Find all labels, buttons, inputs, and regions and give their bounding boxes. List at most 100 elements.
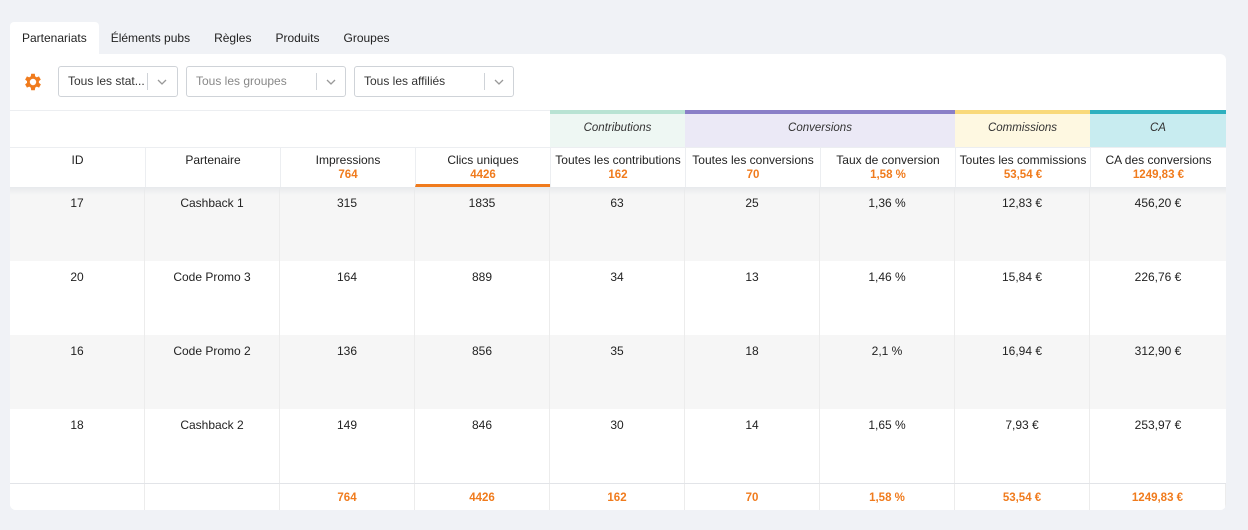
- cell-clics: 889: [415, 261, 550, 335]
- select-divider: [316, 73, 317, 90]
- total-commissions: 53,54 €: [955, 484, 1090, 510]
- gear-icon[interactable]: [22, 71, 44, 93]
- total-taux: 1,58 %: [820, 484, 955, 510]
- column-label: Toutes les contributions: [555, 153, 681, 167]
- cell-clics: 1835: [415, 187, 550, 261]
- column-label: Toutes les commissions: [959, 153, 1087, 167]
- column-label: Toutes les conversions: [692, 153, 814, 167]
- cell-partenaire: Cashback 2: [145, 409, 280, 483]
- cell-commissions: 7,93 €: [955, 409, 1090, 483]
- cell-clics: 846: [415, 409, 550, 483]
- affiliate-filter-value: Tous les affiliés: [364, 74, 446, 88]
- group-label: Contributions: [583, 122, 652, 134]
- group-header-empty: [10, 110, 550, 147]
- tab-regles[interactable]: Règles: [214, 31, 252, 45]
- column-header-clics-uniques[interactable]: Clics uniques 4426: [415, 147, 550, 187]
- column-label: CA des conversions: [1105, 153, 1212, 167]
- table-row[interactable]: 18 Cashback 2 149 846 30 14 1,65 % 7,93 …: [10, 409, 1226, 483]
- column-header-partenaire[interactable]: Partenaire: [145, 147, 280, 187]
- column-header-commissions[interactable]: Toutes les commissions 53,54 €: [955, 147, 1090, 187]
- cell-partenaire: Cashback 1: [145, 187, 280, 261]
- cell-contributions: 63: [550, 187, 685, 261]
- tab-elements-pubs[interactable]: Éléments pubs: [110, 31, 191, 45]
- cell-id: 20: [10, 261, 145, 335]
- column-header-conversions[interactable]: Toutes les conversions 70: [685, 147, 820, 187]
- chevron-down-icon: [494, 79, 504, 85]
- cell-contributions: 34: [550, 261, 685, 335]
- group-label: CA: [1150, 122, 1166, 134]
- column-header-taux-conversion[interactable]: Taux de conversion 1,58 %: [820, 147, 955, 187]
- table-row[interactable]: 16 Code Promo 2 136 856 35 18 2,1 % 16,9…: [10, 335, 1226, 409]
- total-id: [10, 484, 145, 510]
- cell-impressions: 315: [280, 187, 415, 261]
- column-total: 764: [338, 169, 358, 181]
- column-header-impressions[interactable]: Impressions 764: [280, 147, 415, 187]
- group-header-contributions: Contributions: [550, 110, 685, 147]
- cell-conversions: 18: [685, 335, 820, 409]
- status-filter-value: Tous les stat...: [68, 74, 145, 88]
- cell-partenaire: Code Promo 2: [145, 335, 280, 409]
- group-label: Commissions: [987, 122, 1057, 134]
- table-row[interactable]: 20 Code Promo 3 164 889 34 13 1,46 % 15,…: [10, 261, 1226, 335]
- cell-impressions: 164: [280, 261, 415, 335]
- column-header-id[interactable]: ID: [10, 147, 145, 187]
- group-label: Conversions: [788, 122, 852, 134]
- cell-contributions: 30: [550, 409, 685, 483]
- cell-ca: 226,76 €: [1134, 270, 1182, 284]
- tab-bar: Partenariats Éléments pubs Règles Produi…: [10, 22, 402, 54]
- cell-conversions: 25: [685, 187, 820, 261]
- partenariats-panel: Tous les stat... Tous les groupes Tous l…: [10, 54, 1226, 510]
- column-total: 1,58 %: [870, 169, 906, 181]
- cell-commissions: 12,83 €: [955, 187, 1090, 261]
- status-filter-select[interactable]: Tous les stat...: [58, 66, 178, 97]
- table-row[interactable]: 17 Cashback 1 315 1835 63 25 1,36 % 12,8…: [10, 187, 1226, 261]
- partners-table: Contributions Conversions Commissions CA…: [10, 110, 1226, 510]
- select-divider: [484, 73, 485, 90]
- cell-id: 17: [10, 187, 145, 261]
- cell-taux: 1,65 %: [820, 409, 955, 483]
- cell-conversions: 13: [685, 261, 820, 335]
- cell-ca: 253,97 €: [1134, 418, 1182, 432]
- cell-taux: 2,1 %: [820, 335, 955, 409]
- group-color-bar: [685, 110, 955, 114]
- cell-id: 18: [10, 409, 145, 483]
- column-total: 1249,83 €: [1132, 169, 1185, 181]
- tab-groupes[interactable]: Groupes: [343, 31, 390, 45]
- total-contributions: 162: [550, 484, 685, 510]
- cell-ca: 312,90 €: [1134, 344, 1182, 358]
- column-label: Impressions: [315, 153, 381, 167]
- cell-contributions: 35: [550, 335, 685, 409]
- cell-taux: 1,36 %: [820, 187, 955, 261]
- total-impressions: 764: [280, 484, 415, 510]
- column-total: 162: [608, 169, 628, 181]
- tab-partenariats[interactable]: Partenariats: [10, 22, 99, 54]
- cell-partenaire: Code Promo 3: [145, 261, 280, 335]
- group-filter-value: Tous les groupes: [196, 74, 287, 88]
- filter-toolbar: Tous les stat... Tous les groupes Tous l…: [10, 54, 1226, 110]
- totals-row: 764 4426 162 70 1,58 % 53,54 € 1249,83 €: [10, 483, 1226, 510]
- total-clics: 4426: [415, 484, 550, 510]
- group-color-bar: [550, 110, 685, 114]
- column-label: ID: [71, 153, 84, 167]
- column-label: Partenaire: [185, 153, 241, 167]
- group-header-commissions: Commissions: [955, 110, 1090, 147]
- affiliate-filter-select[interactable]: Tous les affiliés: [354, 66, 514, 97]
- chevron-down-icon: [326, 79, 336, 85]
- total-ca: 1249,83 €: [1090, 484, 1226, 510]
- total-conversions: 70: [685, 484, 820, 510]
- column-label: Clics uniques: [447, 153, 519, 167]
- cell-commissions: 15,84 €: [955, 261, 1090, 335]
- group-header-ca: CA: [1090, 110, 1226, 147]
- column-header-ca-conversions[interactable]: CA des conversions 1249,83 €: [1090, 147, 1226, 187]
- column-header-contributions[interactable]: Toutes les contributions 162: [550, 147, 685, 187]
- column-total: 4426: [470, 169, 496, 181]
- group-color-bar: [955, 110, 1090, 114]
- column-total: 70: [746, 169, 760, 181]
- tab-produits[interactable]: Produits: [275, 31, 320, 45]
- group-filter-select[interactable]: Tous les groupes: [186, 66, 346, 97]
- cell-clics: 856: [415, 335, 550, 409]
- cell-commissions: 16,94 €: [955, 335, 1090, 409]
- header-shadow: [10, 187, 1226, 195]
- group-color-bar: [1090, 110, 1226, 114]
- cell-ca: 456,20 €: [1134, 196, 1182, 210]
